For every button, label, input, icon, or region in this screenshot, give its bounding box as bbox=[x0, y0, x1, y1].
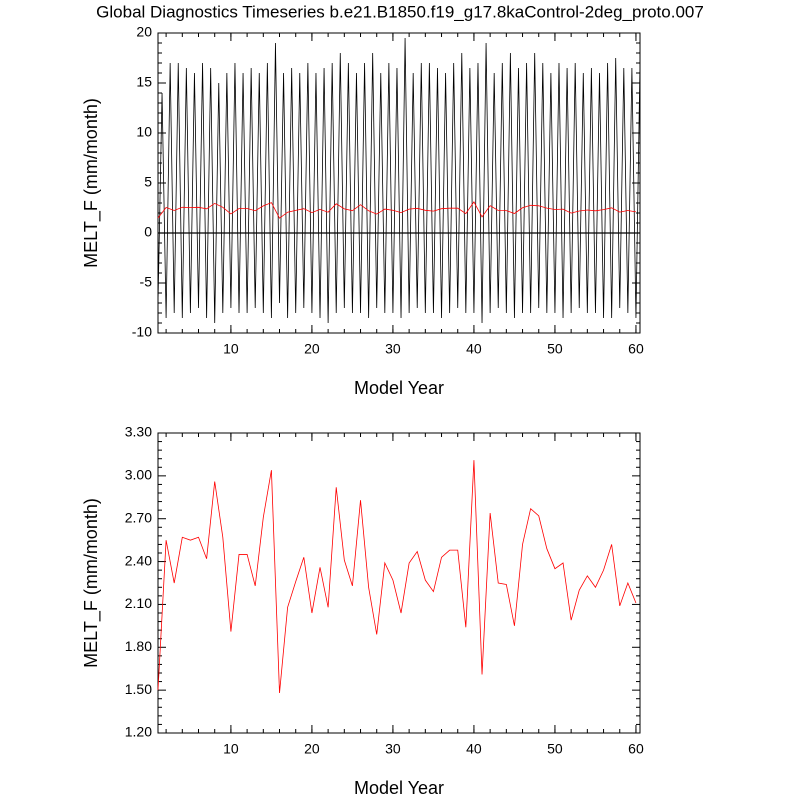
y-tick-label: 15 bbox=[136, 74, 152, 90]
plot: -10 -5 0 5 10 15 20 10 20 30 40 50 60 Model Year MELT_… bbox=[81, 24, 644, 398]
y-tick-label: 2.40 bbox=[125, 552, 152, 568]
x-tick-label: 10 bbox=[223, 341, 239, 357]
y-tick-label: 20 bbox=[136, 24, 152, 40]
x-tick-label: 60 bbox=[628, 341, 644, 357]
y-tick-label: 3.00 bbox=[125, 467, 152, 483]
plot-frame bbox=[157, 432, 641, 734]
y-tick-label: 0 bbox=[144, 224, 152, 240]
x-tick-label: 30 bbox=[385, 341, 401, 357]
x-axis-label: Model Year bbox=[354, 778, 444, 798]
y-tick-label: 10 bbox=[136, 124, 152, 140]
y-tick-label: 3.30 bbox=[125, 424, 152, 440]
figure-title: Global Diagnostics Timeseries b.e21.B185… bbox=[96, 2, 704, 21]
x-tick-label: 40 bbox=[466, 741, 482, 757]
y-axis-label: MELT_F (mm/month) bbox=[81, 498, 102, 668]
y-tick-label: 1.20 bbox=[125, 724, 152, 740]
data-line bbox=[157, 201, 637, 219]
x-tick-label: 20 bbox=[304, 741, 320, 757]
y-tick-label: -5 bbox=[140, 274, 153, 290]
x-tick-label: 60 bbox=[628, 741, 644, 757]
x-tick-label: 50 bbox=[547, 341, 563, 357]
x-tick-label: 30 bbox=[385, 741, 401, 757]
y-axis-label: MELT_F (mm/month) bbox=[81, 98, 102, 268]
x-tick-label: 40 bbox=[466, 341, 482, 357]
y-tick-label: 5 bbox=[144, 174, 152, 190]
plot: 1.20 1.50 1.80 2.10 2.40 2.70 3.00 3.30 10 20 30 40… bbox=[81, 424, 644, 798]
x-axis-label: Model Year bbox=[354, 378, 444, 398]
y-tick-label: 1.80 bbox=[125, 638, 152, 654]
data-line bbox=[157, 37, 641, 324]
x-tick-label: 20 bbox=[304, 341, 320, 357]
data-line bbox=[157, 460, 637, 694]
y-tick-label: 2.70 bbox=[125, 509, 152, 525]
x-tick-label: 10 bbox=[223, 741, 239, 757]
y-tick-label: 1.50 bbox=[125, 681, 152, 697]
y-tick-label: 2.10 bbox=[125, 595, 152, 611]
y-tick-label: -10 bbox=[132, 324, 152, 340]
x-tick-label: 50 bbox=[547, 741, 563, 757]
